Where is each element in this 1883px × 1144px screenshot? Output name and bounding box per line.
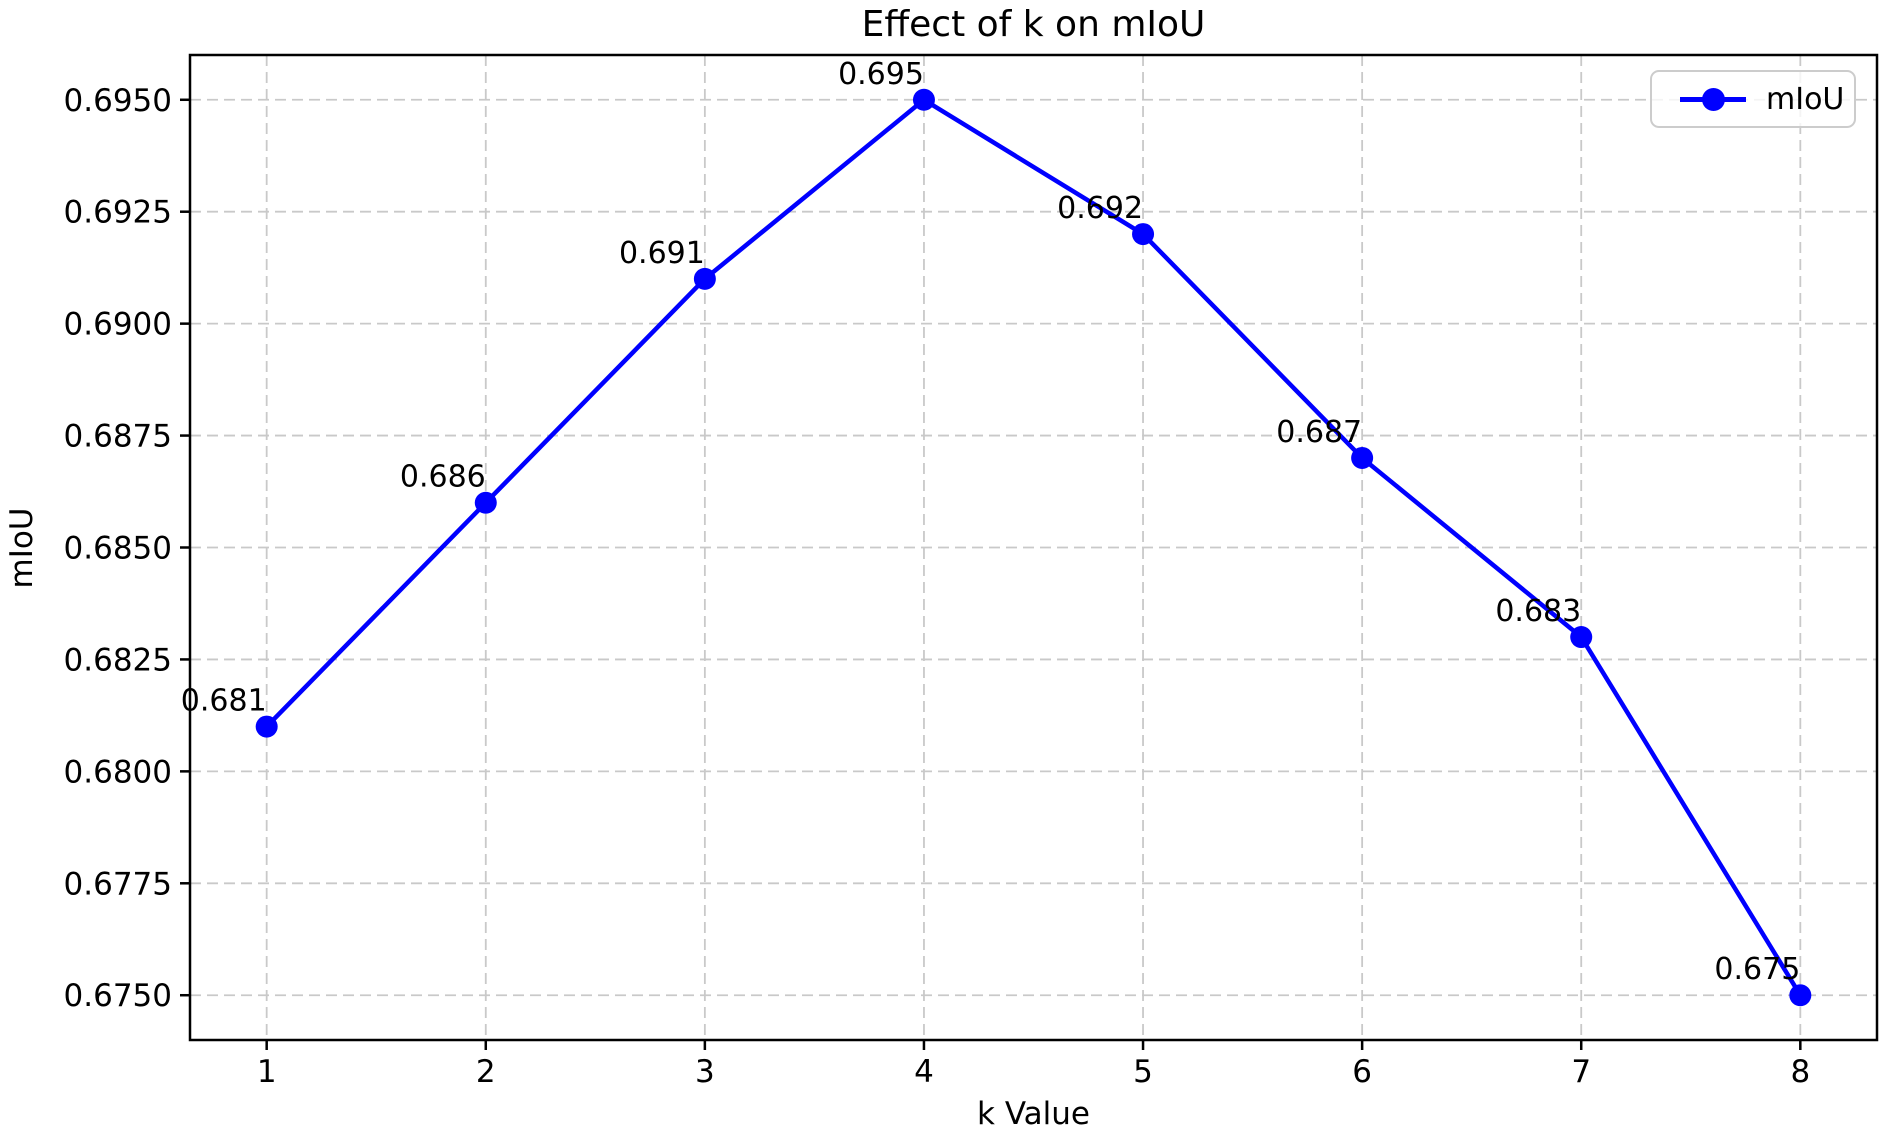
x-tick-label: 7 [1571, 1054, 1591, 1090]
data-point-marker [1132, 223, 1155, 246]
legend-circle-marker-icon [1701, 87, 1725, 111]
y-tick-label: 0.6850 [64, 531, 172, 567]
x-tick-label: 5 [1133, 1054, 1153, 1090]
x-tick-label: 3 [695, 1054, 715, 1090]
x-tick-label: 8 [1790, 1054, 1810, 1090]
x-tick-label: 2 [476, 1054, 496, 1090]
data-point-marker [693, 267, 716, 290]
data-point-marker [474, 491, 497, 514]
x-axis-label: k Value [977, 1096, 1090, 1132]
data-point-marker [1570, 626, 1593, 649]
y-tick-label: 0.6900 [64, 307, 172, 343]
y-tick-label: 0.6825 [64, 642, 172, 678]
y-tick-label: 0.6750 [64, 978, 172, 1014]
data-point-marker [1351, 446, 1374, 469]
legend: mIoU [1650, 70, 1856, 128]
data-point-marker [1789, 984, 1812, 1007]
point-annotation: 0.683 [1495, 594, 1581, 629]
y-tick-label: 0.6775 [64, 866, 172, 902]
point-annotation: 0.687 [1276, 415, 1362, 450]
y-tick-label: 0.6875 [64, 419, 172, 455]
legend-label: mIoU [1766, 81, 1845, 117]
x-tick-label: 4 [914, 1054, 934, 1090]
point-annotation: 0.681 [181, 684, 267, 719]
point-annotation: 0.675 [1714, 952, 1800, 987]
x-tick-label: 6 [1352, 1054, 1372, 1090]
chart-title: Effect of k on mIoU [861, 4, 1206, 45]
y-tick-label: 0.6800 [64, 754, 172, 790]
data-point-marker [912, 88, 935, 111]
y-axis-label: mIoU [4, 507, 40, 589]
y-tick-label: 0.6925 [64, 195, 172, 231]
data-point-marker [255, 715, 278, 738]
point-annotation: 0.686 [400, 460, 486, 495]
x-tick-label: 1 [257, 1054, 277, 1090]
point-annotation: 0.692 [1057, 191, 1143, 226]
y-tick-label: 0.6950 [64, 83, 172, 119]
legend-line-marker-icon [1680, 86, 1746, 112]
point-annotation: 0.695 [838, 57, 924, 92]
point-annotation: 0.691 [619, 236, 705, 271]
series-line [264, 97, 1803, 998]
